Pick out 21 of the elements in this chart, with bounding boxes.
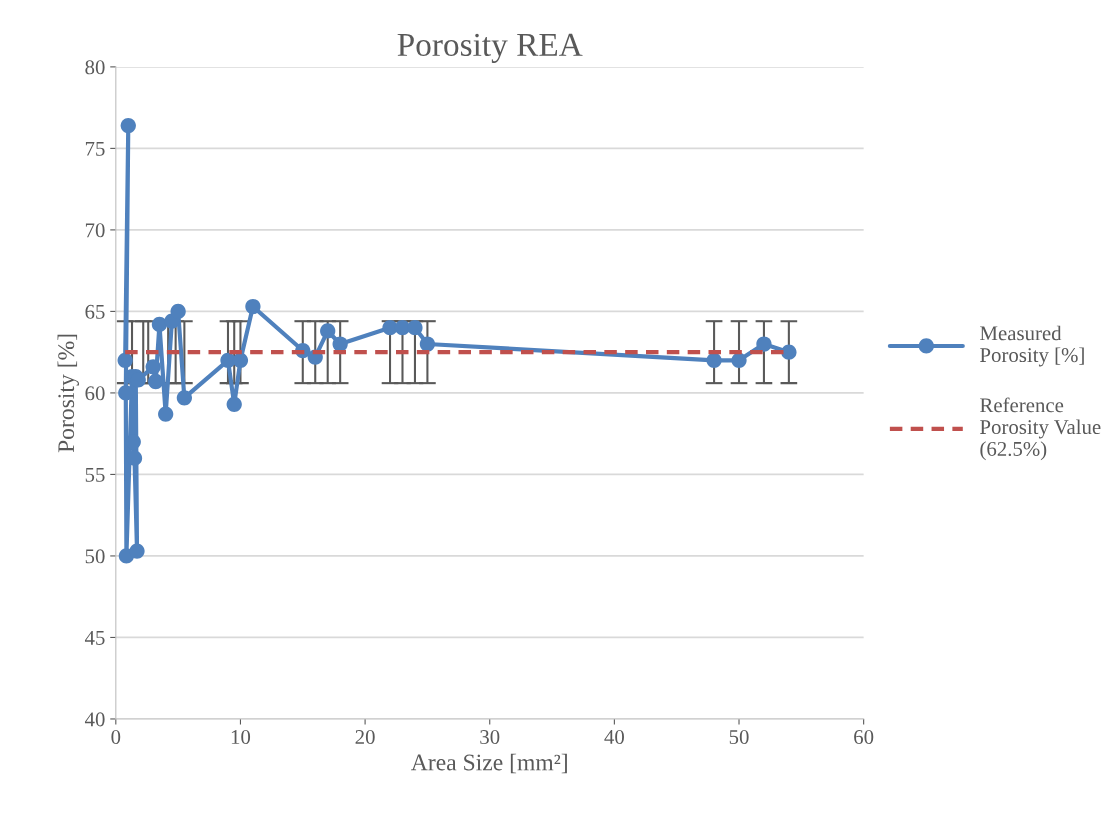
chart-title: Porosity REA xyxy=(397,33,583,63)
x-tick-label: 30 xyxy=(480,729,500,745)
legend-label: Measured Porosity [%] xyxy=(980,325,1084,367)
y-tick-label: 55 xyxy=(85,468,105,482)
y-tick-label: 70 xyxy=(85,223,105,238)
y-tick-label: 75 xyxy=(85,141,105,156)
y-tick-label: 60 xyxy=(85,386,105,401)
x-tick-label: 20 xyxy=(355,729,375,745)
y-tick-label: 45 xyxy=(84,630,105,645)
x-tick-label: 0 xyxy=(111,729,121,745)
y-tick-label: 65 xyxy=(85,304,105,319)
legend-label: Reference Porosity Value (62.5%) xyxy=(980,397,1101,461)
x-tick-label: 10 xyxy=(231,729,251,745)
x-tick-label: 40 xyxy=(604,729,624,745)
x-axis-title: Area Size [mm²] xyxy=(411,753,567,774)
y-tick-label: 80 xyxy=(85,60,105,75)
x-tick-label: 60 xyxy=(854,729,874,745)
y-tick-label: 50 xyxy=(85,549,105,564)
x-tick-label: 50 xyxy=(729,729,749,745)
y-tick-label: 40 xyxy=(84,712,105,727)
y-axis-title: Porosity [%] xyxy=(57,334,80,453)
